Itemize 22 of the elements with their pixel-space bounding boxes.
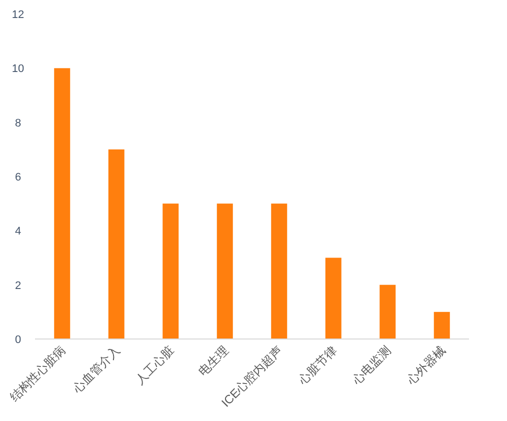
bar (162, 204, 179, 339)
y-tick-label: 6 (14, 172, 22, 184)
bar (271, 204, 288, 339)
x-tick-label: 心脏节律 (294, 343, 340, 388)
x-tick-label: 心外器械 (403, 343, 448, 388)
y-tick-label: 12 (12, 9, 24, 21)
y-tick-label: 4 (14, 226, 22, 238)
bar (54, 68, 70, 339)
x-tick-label: 结构性心脏病 (7, 343, 68, 404)
x-tick-label: 人工心脏 (132, 343, 177, 388)
x-tick-label: 电生理 (196, 343, 231, 379)
bar (108, 149, 124, 339)
bar (434, 312, 450, 339)
y-tick-label: 0 (14, 334, 22, 346)
y-tick-label: 10 (12, 63, 24, 76)
x-tick-label: 心血管介入 (69, 343, 122, 396)
bar (325, 258, 342, 339)
bar (380, 284, 396, 339)
bar (216, 204, 233, 339)
y-tick-label: 8 (14, 117, 22, 130)
x-tick-label: 心电监测 (349, 343, 394, 388)
y-tick-label: 2 (14, 280, 22, 292)
